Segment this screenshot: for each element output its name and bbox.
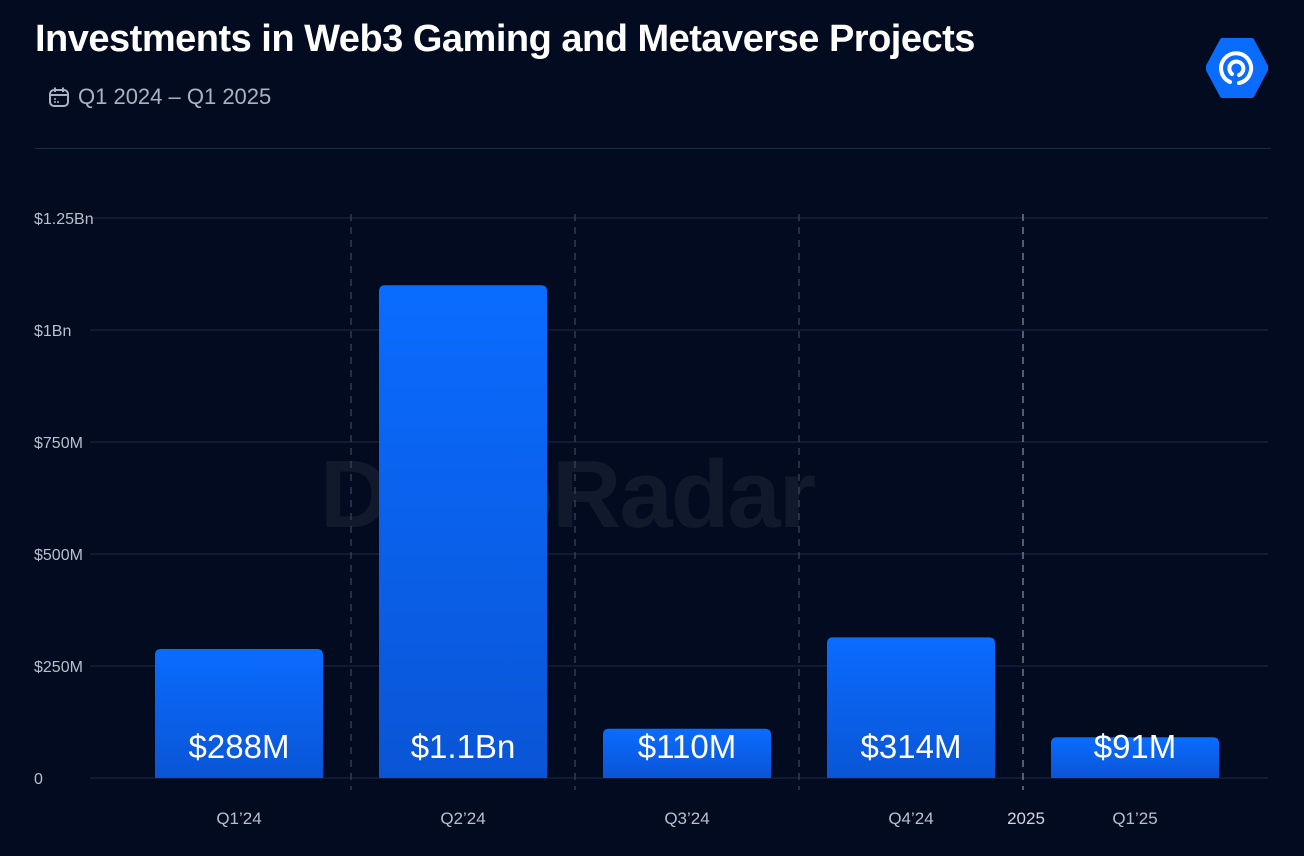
y-tick-label: $1Bn [34, 323, 71, 340]
dappradar-logo-icon [1206, 38, 1268, 98]
y-tick-label: 0 [34, 771, 43, 788]
bar-4 [1051, 737, 1219, 778]
bar-3 [827, 637, 995, 778]
y-tick-label: $1.25Bn [34, 211, 94, 228]
header-divider [35, 148, 1271, 149]
bar-0 [155, 648, 323, 778]
data-label: $91M [1094, 728, 1177, 765]
x-tick-label: Q4’24 [888, 809, 933, 828]
date-range: Q1 2024 – Q1 2025 [48, 84, 271, 110]
y-tick-label: $500M [34, 547, 83, 564]
data-label: $110M [638, 728, 736, 765]
date-range-text: Q1 2024 – Q1 2025 [78, 84, 272, 109]
data-label: $314M [861, 728, 962, 765]
x-tick-label: Q3’24 [664, 809, 709, 828]
x-tick-label: Q1’24 [216, 809, 261, 828]
data-label: $288M [189, 728, 290, 765]
x-tick-label: Q2’24 [440, 809, 485, 828]
data-label: $1.1Bn [411, 728, 516, 765]
calendar-icon [49, 87, 69, 107]
y-tick-label: $250M [34, 659, 83, 676]
x-tick-label: Q1’25 [1112, 809, 1157, 828]
year-annotation: 2025 [1007, 809, 1045, 828]
y-tick-label: $750M [34, 435, 83, 452]
chart-title: Investments in Web3 Gaming and Metaverse… [35, 18, 975, 60]
bar-2 [603, 728, 771, 778]
bar-1 [379, 285, 547, 778]
